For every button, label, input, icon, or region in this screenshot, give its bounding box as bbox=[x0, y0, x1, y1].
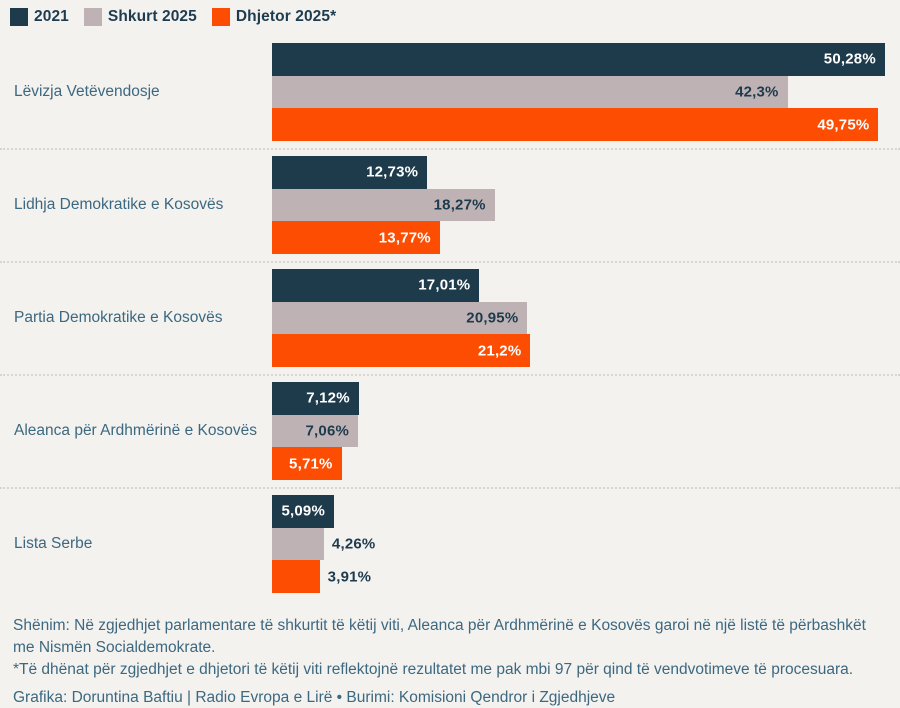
bar-2021: 5,09% bbox=[272, 495, 335, 528]
legend-swatch-shkurt-2025 bbox=[83, 8, 102, 26]
bar-track: 12,73% bbox=[272, 156, 890, 189]
bar-value-label: 20,95% bbox=[466, 309, 519, 327]
bar-value-label: 17,01% bbox=[418, 276, 471, 294]
chart-group-row: Lista Serbe 5,09% 4,26% 3,91% bbox=[0, 495, 900, 593]
footer-asterisk-note: *Të dhënat për zgjedhjet e dhjetori të k… bbox=[13, 661, 854, 678]
bar-dhjetor-2025-: 49,75% bbox=[272, 108, 879, 141]
category-bars: 12,73% 18,27% 13,77% bbox=[272, 156, 900, 254]
bar-value-label: 7,06% bbox=[305, 422, 350, 440]
chart-group-row: Lidhja Demokratike e Kosovës 12,73% 18,27%… bbox=[0, 156, 900, 254]
chart-group-row: Aleanca për Ardhmërinë e Kosovës 7,12% 7,0… bbox=[0, 382, 900, 480]
legend-swatch-2021 bbox=[10, 8, 28, 26]
bar-value-label: 4,26% bbox=[331, 535, 376, 553]
bar-shkurt-2025: 7,06% bbox=[272, 414, 359, 448]
bar-chart: Lëvizja Vetëvendosje 50,28% 42,3% 49,75% Lid… bbox=[0, 43, 900, 593]
category-label: Aleanca për Ardhmërinë e Kosovës bbox=[14, 421, 257, 439]
group-separator bbox=[0, 261, 900, 263]
category-label: Lidhja Demokratike e Kosovës bbox=[14, 195, 224, 213]
bar-value-label: 13,77% bbox=[378, 229, 431, 247]
bar-value-label: 5,09% bbox=[281, 502, 326, 520]
bar-shkurt-2025: 42,3% bbox=[272, 75, 788, 109]
category-bars: 17,01% 20,95% 21,2% bbox=[272, 269, 900, 367]
bar-track: 17,01% bbox=[272, 269, 890, 302]
bar-track: 5,71% bbox=[272, 447, 890, 480]
bar-track: 21,2% bbox=[272, 334, 890, 367]
bar-track: 42,3% bbox=[272, 75, 890, 109]
bar-shkurt-2025: 18,27% bbox=[272, 188, 495, 222]
bar-value-label: 42,3% bbox=[735, 83, 779, 101]
bar-value-label: 21,2% bbox=[477, 342, 522, 360]
bar-2021: 50,28% bbox=[272, 43, 885, 76]
legend-label-dhjetor-2025: Dhjetor 2025* bbox=[235, 8, 337, 25]
legend-item-shkurt-2025: Shkurt 2025 bbox=[83, 8, 197, 26]
bar-track: 18,27% bbox=[272, 188, 890, 222]
footer: Shënim: Në zgjedhjet parlamentare të shk… bbox=[13, 615, 889, 708]
legend-label-shkurt-2025: Shkurt 2025 bbox=[107, 8, 197, 25]
bar-shkurt-2025: 20,95% bbox=[272, 301, 528, 335]
bar-value-label: 7,12% bbox=[306, 389, 350, 407]
legend-label-2021: 2021 bbox=[34, 8, 69, 25]
legend-swatch-dhjetor-2025 bbox=[211, 8, 230, 26]
bar-2021: 7,12% bbox=[272, 382, 359, 415]
bar-shkurt-2025: 4,26% bbox=[272, 527, 375, 561]
chart-group-row: Lëvizja Vetëvendosje 50,28% 42,3% 49,75% bbox=[0, 43, 900, 141]
footer-credits: Grafika: Doruntina Baftiu | Radio Evropa… bbox=[13, 689, 616, 706]
bar-2021: 12,73% bbox=[272, 156, 428, 189]
bar-track: 7,06% bbox=[272, 414, 890, 448]
legend-item-2021: 2021 bbox=[10, 8, 69, 26]
category-label: Partia Demokratike e Kosovës bbox=[14, 308, 223, 326]
bar-value-label: 12,73% bbox=[366, 163, 419, 181]
legend: 2021 Shkurt 2025 Dhjetor 2025* bbox=[10, 8, 336, 26]
bar-dhjetor-2025-: 13,77% bbox=[272, 221, 440, 254]
bar-value-label: 50,28% bbox=[823, 50, 876, 68]
category-label: Lista Serbe bbox=[14, 534, 93, 552]
bar-track: 50,28% bbox=[272, 43, 890, 76]
group-separator bbox=[0, 374, 900, 376]
bar-track: 5,09% bbox=[272, 495, 890, 528]
bar-dhjetor-2025-: 21,2% bbox=[272, 334, 531, 367]
bar-track: 13,77% bbox=[272, 221, 890, 254]
chart-group-row: Partia Demokratike e Kosovës 17,01% 20,95%… bbox=[0, 269, 900, 367]
bar-track: 3,91% bbox=[272, 560, 890, 593]
bar-track: 4,26% bbox=[272, 527, 890, 561]
bar-dhjetor-2025-: 5,71% bbox=[272, 447, 342, 480]
bar-value-label: 18,27% bbox=[433, 196, 486, 214]
bar-track: 7,12% bbox=[272, 382, 890, 415]
bar-dhjetor-2025-: 3,91% bbox=[272, 560, 371, 593]
bar-value-label: 49,75% bbox=[817, 116, 870, 134]
group-separator bbox=[0, 487, 900, 489]
bar-track: 20,95% bbox=[272, 301, 890, 335]
category-bars: 5,09% 4,26% 3,91% bbox=[272, 495, 900, 593]
footer-note: Shënim: Në zgjedhjet parlamentare të shk… bbox=[13, 617, 866, 656]
category-bars: 50,28% 42,3% 49,75% bbox=[272, 43, 900, 141]
legend-item-dhjetor-2025: Dhjetor 2025* bbox=[211, 8, 337, 26]
group-separator bbox=[0, 148, 900, 150]
category-bars: 7,12% 7,06% 5,71% bbox=[272, 382, 900, 480]
bar-2021: 17,01% bbox=[272, 269, 480, 302]
category-label: Lëvizja Vetëvendosje bbox=[14, 82, 160, 100]
bar-value-label: 5,71% bbox=[289, 455, 333, 473]
bar-value-label: 3,91% bbox=[327, 568, 372, 586]
bar-track: 49,75% bbox=[272, 108, 890, 141]
